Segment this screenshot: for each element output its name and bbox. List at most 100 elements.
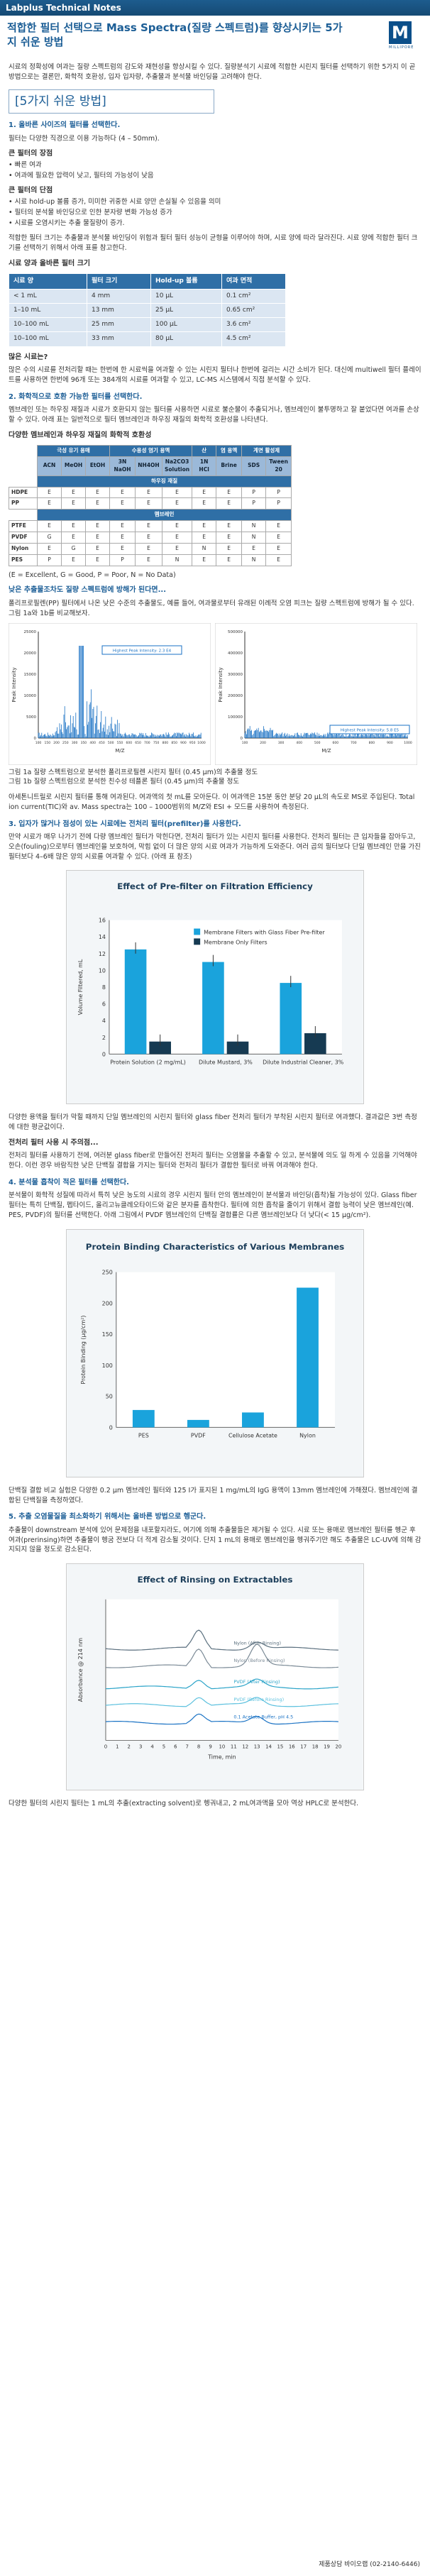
sub-head: ACN xyxy=(37,456,62,476)
table-cell: E xyxy=(85,486,110,499)
y-tick-label: 500000 xyxy=(228,630,243,634)
x-tick-label: 200 xyxy=(260,741,266,745)
table-cell: E xyxy=(216,532,243,544)
table-cell: E xyxy=(109,486,136,499)
table-row: HDPE E E E E E E E E P P xyxy=(9,486,292,499)
spectrum-trace xyxy=(244,725,408,738)
category-label: Nylon xyxy=(299,1432,316,1438)
peak-annotation: Highest Peak Intensity: 2.3 E4 xyxy=(113,649,172,653)
compat-legend: (E = Excellent, G = Good, P = Poor, N = … xyxy=(9,571,176,579)
table-cell: E xyxy=(109,542,136,555)
legend-label: Membrane Only Filters xyxy=(204,940,268,946)
y-tick-label: 0 xyxy=(34,737,37,741)
x-tick-label: 2 xyxy=(128,1744,131,1749)
x-tick-label: 250 xyxy=(62,741,69,745)
x-tick-label: 19 xyxy=(324,1744,330,1749)
table-cell: E xyxy=(192,497,217,510)
fig1-text: 아세톤니트릴로 시린지 필터를 통해 여과된다. 여과액의 첫 mL를 모아둔다… xyxy=(9,793,415,811)
table-cell: E xyxy=(161,486,193,499)
s2b-title: 낮은 추출물조차도 질량 스펙트럼에 방해가 된다면... xyxy=(9,586,167,595)
x-tick-label: 800 xyxy=(369,741,375,745)
category-label: Dilute Mustard, 3% xyxy=(199,1059,253,1066)
chart-title: Protein Binding Characteristics of Vario… xyxy=(86,1242,345,1252)
x-tick-label: 800 xyxy=(162,741,169,745)
s1-large-item: • 시료를 오염시키는 추출 물질량이 증가. xyxy=(9,219,125,227)
bar xyxy=(297,1287,319,1428)
table-cell: E xyxy=(265,542,292,555)
table-cell: P xyxy=(241,486,267,499)
legend-swatch xyxy=(194,928,201,935)
s1-table-title: 시료 양과 올바른 필터 크기 xyxy=(9,259,91,268)
chart-title: Effect of Pre-filter on Filtration Effic… xyxy=(117,881,313,891)
x-tick-label: 1 xyxy=(116,1744,118,1749)
x-tick-label: 1000 xyxy=(197,741,206,745)
table-cell: P xyxy=(241,497,267,510)
y-tick-label: 300000 xyxy=(228,673,243,677)
s1-text2: 적합한 필터 크기는 추출물과 분석물 바인딩이 위험과 필터 필터 성능이 균… xyxy=(9,234,418,253)
s4-title: 4. 분석물 흡착이 적은 필터를 선택한다. xyxy=(9,1178,129,1187)
s1-title: 1. 올바른 사이즈의 필터를 선택한다. xyxy=(9,121,121,130)
x-tick-label: 950 xyxy=(189,741,196,745)
table-cell: P xyxy=(109,554,136,566)
section-4: 4. 분석물 흡착이 적은 필터를 선택한다. 분석물이 화학적 성질에 따라서… xyxy=(0,1178,430,1505)
series-label: 0.1 Acetate Buffer, pH 4.5 xyxy=(233,1714,293,1720)
s3-chart-caption: 다양한 용액을 필터가 막힐 때까지 단일 멤브레인의 시린지 필터와 glas… xyxy=(9,1113,417,1132)
millipore-logo: M MILLIPORE xyxy=(389,21,420,54)
table-cell: E xyxy=(37,542,62,555)
series-label: Nylon (After Rinsing) xyxy=(233,1640,281,1646)
intro-text: 시료의 정확성에 여과는 질량 스펙트럼의 감도와 재현성을 향상시킬 수 있다… xyxy=(9,63,416,81)
table-cell: E xyxy=(37,486,62,499)
table-row: PES P E E P E N E E N E xyxy=(9,554,292,566)
y-tick-label: 250 xyxy=(102,1269,113,1275)
table-cell: E xyxy=(61,532,86,544)
x-tick-label: 650 xyxy=(135,741,141,745)
x-tick-label: 7 xyxy=(186,1744,189,1749)
x-axis-label: Time, min xyxy=(207,1754,236,1760)
y-tick-label: 0 xyxy=(109,1424,113,1431)
bar xyxy=(280,983,302,1055)
s1-large-item: • 필터의 분석물 바인딩으로 인한 분자량 변화 가능성 증가 xyxy=(9,208,172,216)
table-cell: E xyxy=(192,486,217,499)
logo-text: MILLIPORE xyxy=(389,45,414,50)
table-cell: 0.65 cm² xyxy=(221,303,286,319)
table-cell: E xyxy=(85,542,110,555)
x-tick-label: 4 xyxy=(150,1744,154,1749)
bar xyxy=(187,1419,209,1428)
table-row: PTFE E E E E E E E E N E xyxy=(9,520,292,533)
table-cell: E xyxy=(135,520,162,533)
sub-head: NH4OH xyxy=(135,456,162,476)
s1-large-item: • 시료 hold-up 볼륨 증가, 미미한 귀중한 시료 양만 손실될 수 … xyxy=(9,197,221,206)
group-head: 염 용액 xyxy=(216,445,243,457)
s4-chart-caption: 단백질 결합 비교 실험은 다양한 0.2 µm 멤브레인 필터와 125 I가… xyxy=(9,1486,418,1504)
table-row: Nylon E G E E E E N E E E xyxy=(9,542,292,555)
table-cell: E xyxy=(216,542,243,555)
x-tick-label: 450 xyxy=(99,741,105,745)
category-label: PES xyxy=(138,1432,149,1438)
row-label: Nylon xyxy=(9,542,38,555)
plot-area xyxy=(109,920,342,1055)
table-cell: E xyxy=(37,497,62,510)
compat-table: 극성 유기 용매 수용성 염기 용액 산 염 용액 계면 활성제 ACN MeO… xyxy=(9,445,292,566)
table-cell: N xyxy=(241,520,267,533)
table-cell: E xyxy=(61,497,86,510)
s3-text: 만약 시료가 매우 나가기 전에 다량 멤브레인 필터가 막힌다면, 전처리 필… xyxy=(9,833,421,861)
table-cell: E xyxy=(265,554,292,566)
header-title: Labplus Technical Notes xyxy=(6,3,121,13)
y-tick-label: 25000 xyxy=(24,630,37,634)
table-cell: E xyxy=(241,542,267,555)
plot-area xyxy=(105,1599,338,1741)
table-header: 시료 양 xyxy=(9,273,87,290)
table-cell: G xyxy=(61,542,86,555)
table-cell: E xyxy=(135,542,162,555)
category-label: Dilute Industrial Cleaner, 3% xyxy=(263,1059,344,1066)
sub-head: Na2CO3 Solution xyxy=(161,456,193,476)
peak-annotation-box xyxy=(329,725,410,734)
table-cell: 25 µL xyxy=(150,303,222,319)
sub-head: SDS xyxy=(241,456,267,476)
s5-chart-caption: 다양한 필터의 시린지 필터는 1 mL의 추출(extracting solv… xyxy=(9,1800,359,1808)
page-header: Labplus Technical Notes xyxy=(0,0,430,16)
table-cell: E xyxy=(109,532,136,544)
table-row: 10–100 mL 25 mm 100 µL 3.6 cm² xyxy=(9,317,286,333)
table-header: Hold-up 볼륨 xyxy=(150,273,222,290)
table-cell: E xyxy=(85,520,110,533)
